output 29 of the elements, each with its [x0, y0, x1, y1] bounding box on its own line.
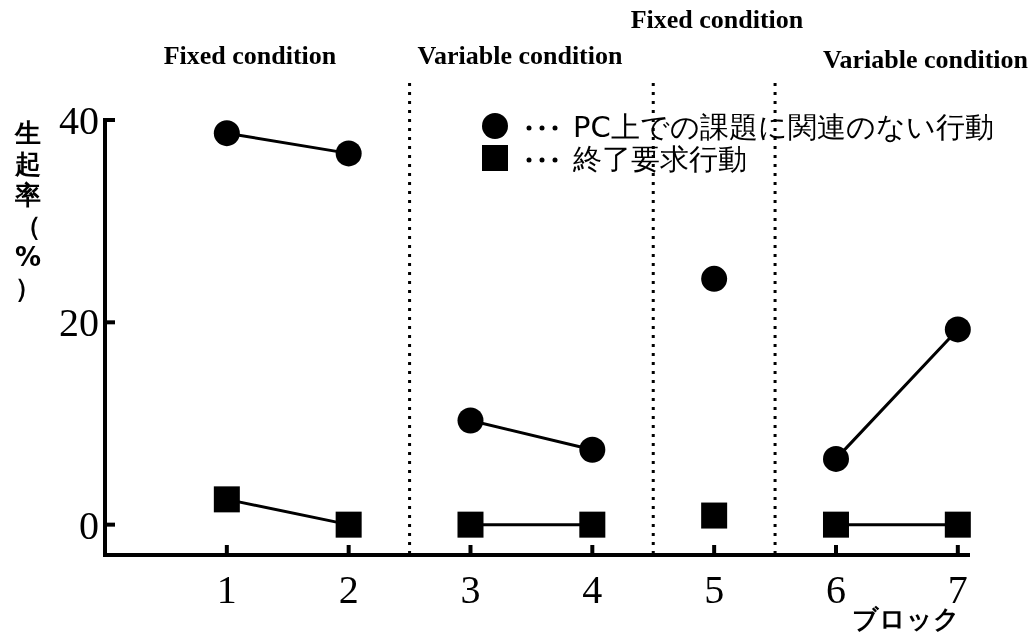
x-tick-label: 1: [216, 567, 237, 612]
y-axis-title: 生起率（%）: [14, 118, 42, 303]
point: [213, 486, 240, 513]
point: [335, 140, 362, 167]
legend-label: 終了要求行動: [572, 142, 747, 176]
y-tick-label: 0: [79, 502, 99, 548]
point: [822, 445, 849, 472]
x-tick-label: 2: [338, 567, 359, 612]
y-tick-label: 40: [59, 98, 99, 143]
point: [335, 511, 362, 538]
point: [944, 316, 971, 343]
point: [944, 511, 971, 538]
x-tick-label: 4: [582, 567, 603, 612]
text: Fixed condition: [163, 41, 337, 70]
text: Variable condition: [823, 45, 1029, 74]
point: [822, 511, 849, 538]
x-tick-label: 5: [704, 567, 725, 612]
x-tick-label: 3: [460, 567, 481, 612]
point: [579, 511, 606, 538]
text: Fixed condition: [630, 5, 804, 34]
text: Variable condition: [417, 41, 623, 70]
point: [213, 120, 240, 147]
point: [457, 407, 484, 434]
point: [579, 436, 606, 463]
point: [457, 511, 484, 538]
point: [701, 265, 728, 292]
x-tick-label: 6: [825, 567, 846, 612]
y-tick-label: 20: [59, 300, 99, 346]
point: [701, 502, 728, 529]
